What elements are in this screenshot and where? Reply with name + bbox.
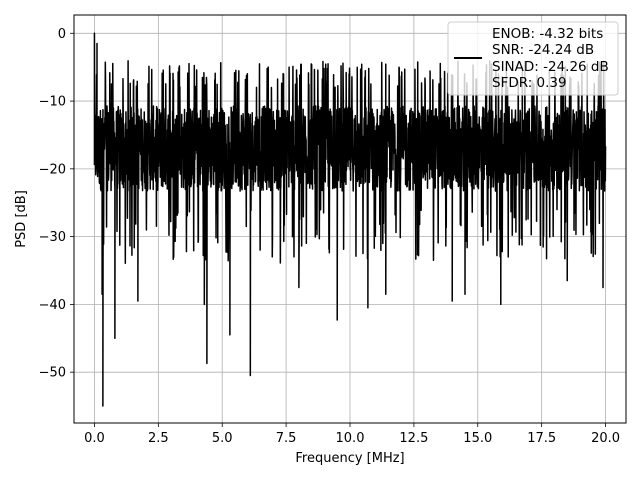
y-tick-label: −10 [39,95,66,110]
legend-text-enob: ENOB: -4.32 bits [492,26,603,42]
y-tick-label: −20 [39,162,66,177]
x-tick-label: 12.5 [399,431,428,446]
x-tick-label: 7.5 [276,431,297,446]
x-tick-label: 15.0 [463,431,492,446]
x-tick-label: 0.0 [84,431,105,446]
legend-text-sfdr: SFDR: 0.39 [492,75,567,91]
y-tick-label: 0 [58,27,66,42]
x-tick-label: 2.5 [148,431,169,446]
x-axis-title: Frequency [MHz] [295,451,404,466]
y-tick-label: −40 [39,298,66,313]
x-tick-label: 5.0 [212,431,233,446]
legend-text-snr: SNR: -24.24 dB [492,42,594,58]
x-tick-label: 10.0 [336,431,365,446]
x-tick-label: 17.5 [527,431,556,446]
legend-box [447,21,619,96]
psd-series-line [93,32,607,407]
series-layer [93,32,607,407]
y-tick-label: −30 [39,230,66,245]
y-axis-title: PSD [dB] [14,190,29,248]
y-tick-label: −50 [39,366,66,381]
legend-text-sinad: SINAD: -24.26 dB [492,59,609,75]
x-tick-label: 20.0 [591,431,620,446]
axis-ticks: 0.0 2.5 5.0 7.5 10.0 12.5 15.0 17.5 20.0 0 −10 −20 −… [39,27,620,446]
legend: ENOB: -4.32 bits SNR: -24.24 dB SINAD: -… [447,21,619,96]
